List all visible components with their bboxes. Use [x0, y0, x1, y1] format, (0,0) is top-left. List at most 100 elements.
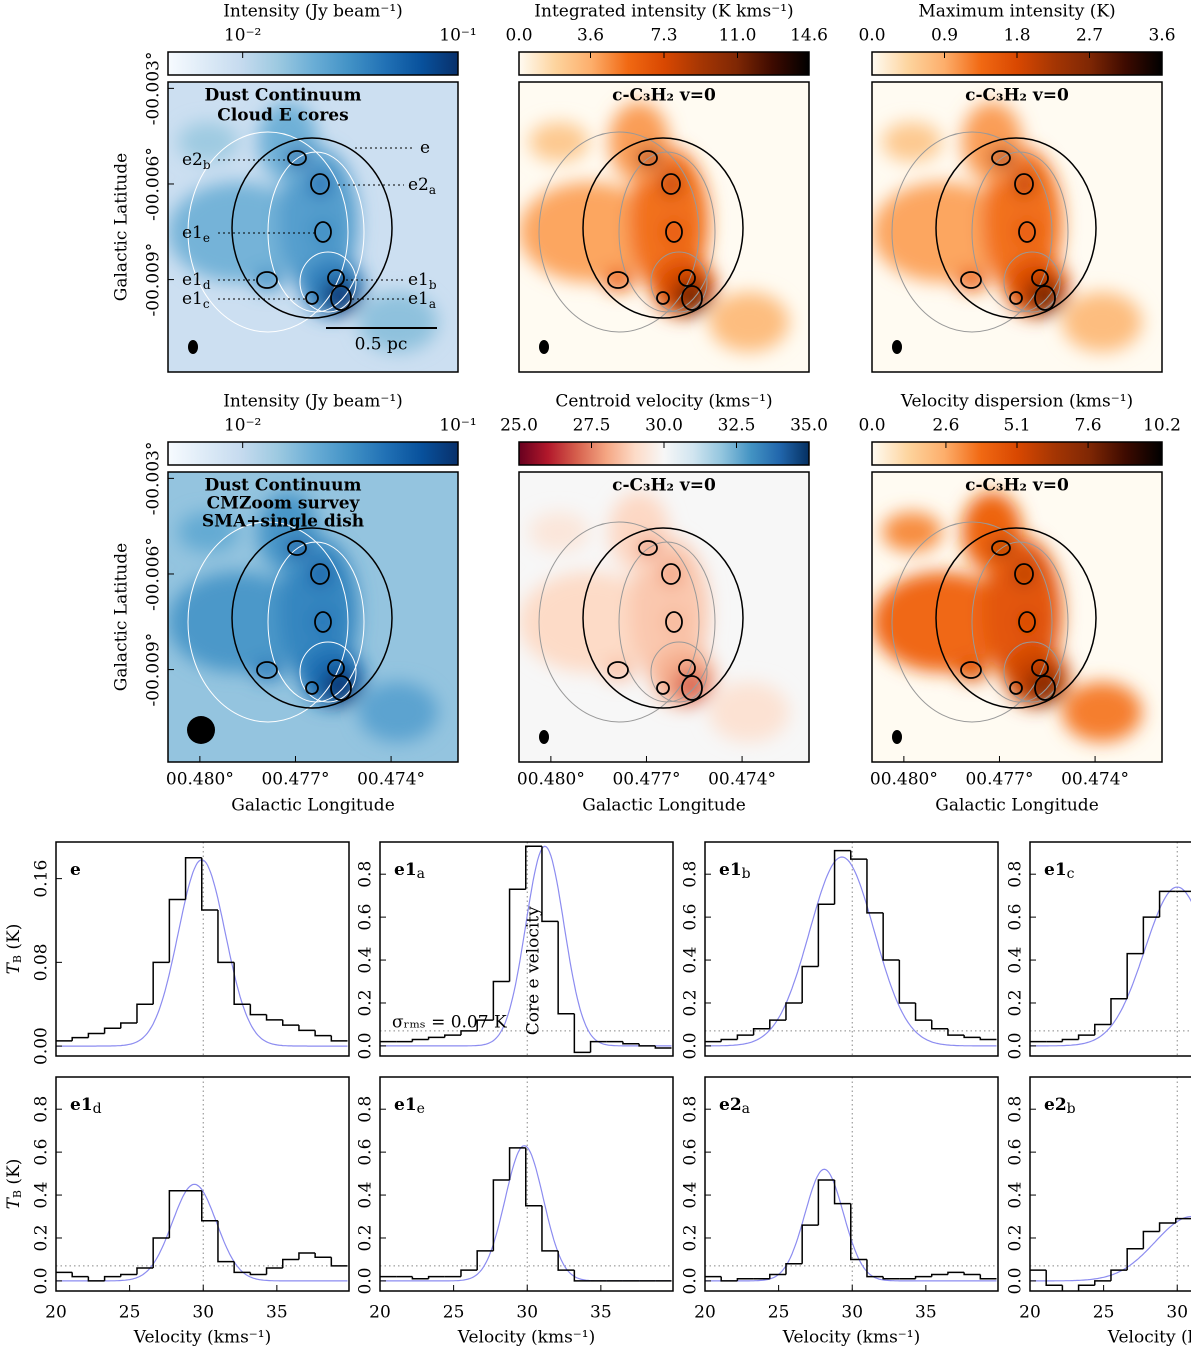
y-tick-label: 0.6	[356, 1139, 376, 1166]
emission-blob	[168, 182, 308, 282]
spectrum-step	[330, 1257, 348, 1267]
y-tick-label: 0.4	[356, 947, 376, 974]
x-tick-label: 20	[1019, 1303, 1041, 1323]
x-tick-label: 25	[443, 1303, 465, 1323]
spectrum-step	[314, 1253, 332, 1259]
core-ellipse	[1018, 611, 1036, 633]
colorbar-tick-label: 10⁻²	[224, 416, 261, 436]
colorbar-tick-label: 35.0	[790, 416, 828, 436]
x-axis-label: Galactic Longitude	[231, 796, 395, 816]
colorbar-label: Integrated intensity (K kms⁻¹)	[534, 2, 793, 22]
spectrum-step	[1094, 1280, 1111, 1286]
x-tick-label: 00.474°	[357, 770, 425, 790]
spectrum-step	[152, 1237, 170, 1269]
x-tick-label: 30	[192, 1303, 214, 1323]
core-ellipse	[960, 661, 982, 679]
spectrum-step	[136, 1267, 154, 1275]
spectrum-step	[850, 850, 867, 860]
y-tick-label: 0.08	[32, 943, 52, 981]
map-annotation: c-C₃H₂ v=0	[612, 476, 716, 496]
y-tick-label: 0.8	[681, 861, 701, 888]
panel-label-name: e1	[719, 860, 742, 880]
spectrum-step	[866, 859, 884, 914]
colorbar-tick-label: 0.9	[931, 26, 958, 46]
y-tick-label: 0.8	[356, 861, 376, 888]
x-tick-label: 00.477°	[965, 770, 1033, 790]
spectrum-step	[103, 1027, 121, 1034]
core-label: e2a	[408, 175, 436, 197]
emission-blob	[529, 122, 589, 162]
y-axis-label: Galactic Latitude	[112, 153, 132, 301]
y-tick-label: 0.6	[32, 1139, 52, 1166]
core-ellipse	[656, 681, 670, 695]
colorbar-tick-label: 0.0	[858, 416, 885, 436]
core-sub: c	[203, 297, 210, 311]
x-tick-label: 35	[590, 1303, 612, 1323]
y-label-main: T	[4, 1196, 24, 1209]
spectrum-step	[508, 1147, 526, 1181]
emission-blob	[660, 171, 682, 197]
colorbar-label: Velocity dispersion (kms⁻¹)	[900, 392, 1133, 412]
colorbar-label: Intensity (Jy beam⁻¹)	[223, 392, 403, 412]
spectrum-step	[752, 1027, 770, 1036]
core-ellipse	[310, 563, 330, 585]
spectrum-step	[1158, 1222, 1176, 1232]
core-ellipse	[665, 611, 683, 633]
spectrum-step	[769, 1019, 786, 1029]
contour	[299, 641, 357, 703]
panel-label-sub: c	[1067, 866, 1075, 882]
y-axis-label: TB (K)	[4, 1159, 25, 1210]
panel-frame	[704, 1076, 999, 1292]
spectrum-step	[217, 910, 235, 964]
core-sub: b	[203, 158, 211, 172]
emission-blob	[709, 682, 789, 742]
spectrum-step	[120, 1022, 137, 1029]
cloud-ellipse	[231, 137, 393, 319]
core-ellipse	[1031, 269, 1049, 287]
colorbar	[167, 441, 459, 466]
y-tick-label: 0.8	[1006, 1096, 1026, 1123]
x-tick-label: 00.474°	[708, 770, 776, 790]
map-image	[519, 82, 809, 372]
core-ellipse	[305, 291, 319, 305]
spectrum-step	[71, 1036, 89, 1041]
x-tick-label: 25	[1093, 1303, 1115, 1323]
gaussian-fit	[1030, 886, 1191, 1047]
spectrum-step	[249, 1004, 267, 1016]
emission-blob	[168, 572, 308, 672]
core-sub: e	[203, 231, 210, 245]
core-ellipse	[314, 611, 332, 633]
colorbar-tick-label: 10⁻²	[224, 26, 261, 46]
spectrum-step	[476, 1019, 494, 1031]
core-ellipse	[661, 173, 681, 195]
beam	[539, 340, 549, 354]
panel-frame	[379, 1076, 674, 1292]
spectrum-step	[136, 1003, 154, 1024]
core-ellipse	[638, 540, 658, 556]
emission-blob	[519, 182, 659, 282]
spectrum-plot	[705, 842, 998, 1056]
y-label-rest: (K)	[4, 924, 24, 955]
panel-label: e1b	[719, 860, 751, 883]
spectrum-step	[736, 1278, 754, 1281]
core-ellipse	[330, 285, 352, 311]
panel-frame	[704, 841, 999, 1057]
spectrum-step	[87, 1276, 105, 1282]
spectrum-step	[152, 961, 170, 1005]
map-annotation: c-C₃H₂ v=0	[965, 86, 1069, 106]
x-axis-label: Velocity (kms⁻¹)	[782, 1328, 920, 1348]
spectrum-step	[265, 1014, 283, 1021]
cloud-ellipse	[935, 137, 1097, 319]
spectrum-step	[460, 1269, 478, 1277]
spectrum-step	[947, 1271, 965, 1275]
x-tick-label: 20	[369, 1303, 391, 1323]
spectrum-step	[573, 1270, 591, 1282]
map-annotation: c-C₃H₂ v=0	[612, 86, 716, 106]
emission-blob	[872, 182, 1012, 282]
spectrum-plot	[380, 1077, 673, 1291]
emission-blob	[529, 512, 589, 552]
colorbar-tick-label: 27.5	[573, 416, 611, 436]
panel-label-name: e1	[394, 1095, 417, 1115]
core-ellipse	[1034, 285, 1056, 311]
colorbar-tick-label: 7.6	[1075, 416, 1102, 436]
